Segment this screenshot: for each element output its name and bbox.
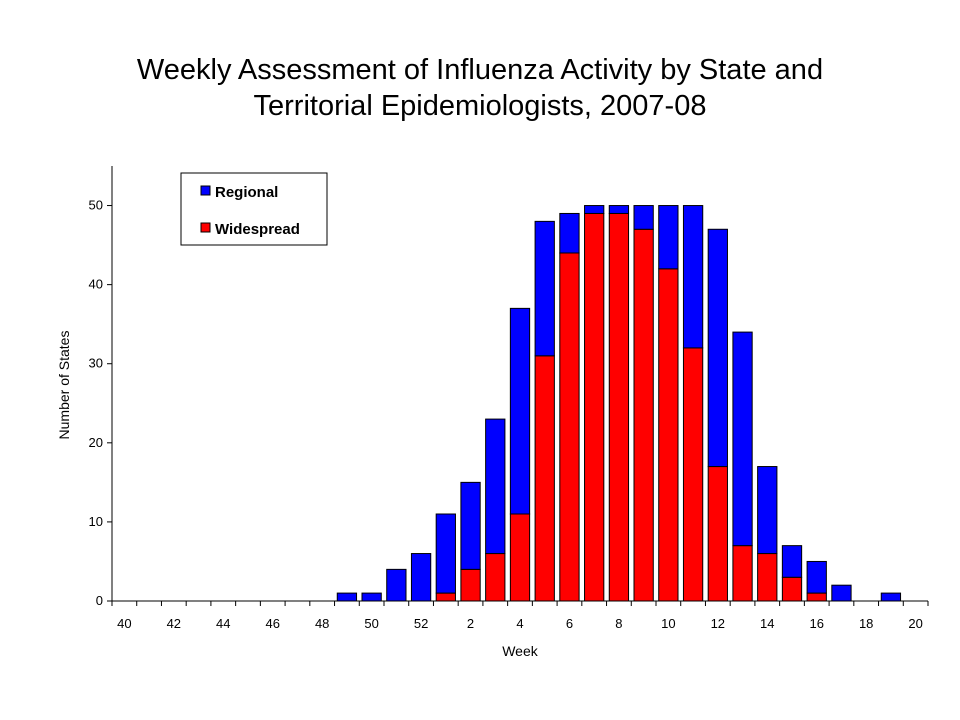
bar-widespread-week-11 (682, 347, 704, 602)
x-tick-label: 42 (167, 616, 181, 631)
x-tick-label: 40 (117, 616, 131, 631)
bar-regional-week-50 (361, 592, 382, 602)
x-tick-label: 52 (414, 616, 428, 631)
y-tick-label: 50 (89, 198, 103, 213)
chart-title-line2: Territorial Epidemiologists, 2007-08 (253, 90, 707, 122)
bar-regional-week-51 (386, 568, 407, 602)
bar-regional-week-3 (485, 418, 506, 555)
bar-regional-week-52 (410, 553, 432, 602)
legend-swatch-regional (200, 185, 211, 196)
y-tick-label: 10 (89, 514, 103, 529)
bar-widespread-week-8 (608, 212, 630, 602)
x-tick-label: 14 (760, 616, 774, 631)
x-tick-label: 44 (216, 616, 230, 631)
bar-regional-week-10 (658, 205, 679, 270)
bar-widespread-week-5 (534, 355, 555, 602)
bar-regional-week-2 (460, 481, 481, 570)
bar-widespread-week-3 (485, 553, 506, 602)
bar-regional-week-5 (534, 220, 555, 357)
x-tick-label: 50 (364, 616, 378, 631)
bar-regional-week-8 (608, 205, 630, 214)
y-axis-label: Number of States (56, 331, 72, 440)
x-axis-label: Week (502, 643, 539, 659)
bar-regional-week-6 (559, 212, 580, 254)
bar-widespread-week-15 (781, 576, 803, 602)
bar-widespread-week-6 (559, 252, 580, 602)
bar-widespread-week-10 (658, 268, 679, 602)
bar-widespread-week-16 (806, 592, 827, 602)
bar-widespread-week-14 (757, 553, 778, 602)
bar-regional-week-17 (831, 584, 852, 602)
x-tick-label: 10 (661, 616, 675, 631)
x-tick-label: 6 (566, 616, 573, 631)
bar-regional-week-4 (509, 307, 531, 515)
legend-label-regional: Regional (215, 184, 278, 201)
bar-widespread-week-12 (707, 466, 728, 602)
x-tick-label: 48 (315, 616, 329, 631)
bar-widespread-week-7 (584, 212, 605, 602)
bar-regional-week-12 (707, 228, 728, 468)
x-tick-label: 12 (711, 616, 725, 631)
y-tick-label: 30 (89, 356, 103, 371)
x-tick-label: 8 (615, 616, 622, 631)
bar-widespread-week-2 (460, 568, 481, 602)
bar-regional-week-13 (732, 331, 753, 547)
bar-widespread-week-1 (435, 592, 456, 602)
x-tick-label: 16 (809, 616, 823, 631)
legend: Regional Widespread (180, 172, 328, 246)
bar-regional-week-15 (781, 545, 803, 578)
bar-regional-week-1 (435, 513, 456, 594)
bar-regional-week-19 (880, 592, 902, 602)
x-tick-label: 4 (516, 616, 523, 631)
x-tick-label: 18 (859, 616, 873, 631)
bar-regional-week-11 (682, 205, 704, 349)
bar-widespread-week-13 (732, 545, 753, 602)
bar-regional-week-49 (336, 592, 358, 602)
bar-widespread-week-4 (509, 513, 531, 602)
y-tick-label: 0 (96, 593, 103, 608)
y-tick-label: 20 (89, 435, 103, 450)
bar-regional-week-7 (584, 205, 605, 214)
x-tick-label: 20 (908, 616, 922, 631)
bar-regional-week-16 (806, 560, 827, 594)
bar-widespread-week-9 (633, 228, 654, 602)
legend-swatch-widespread (200, 222, 211, 233)
bar-regional-week-14 (757, 466, 778, 555)
y-tick-label: 40 (89, 277, 103, 292)
chart-title: Weekly Assessment of Influenza Activity … (0, 52, 960, 124)
bar-regional-week-9 (633, 205, 654, 230)
bars-group (336, 205, 902, 602)
legend-box (180, 172, 328, 246)
x-tick-label: 2 (467, 616, 474, 631)
chart-title-line1: Weekly Assessment of Influenza Activity … (136, 54, 824, 86)
legend-label-widespread: Widespread (215, 221, 300, 238)
x-tick-label: 46 (265, 616, 279, 631)
